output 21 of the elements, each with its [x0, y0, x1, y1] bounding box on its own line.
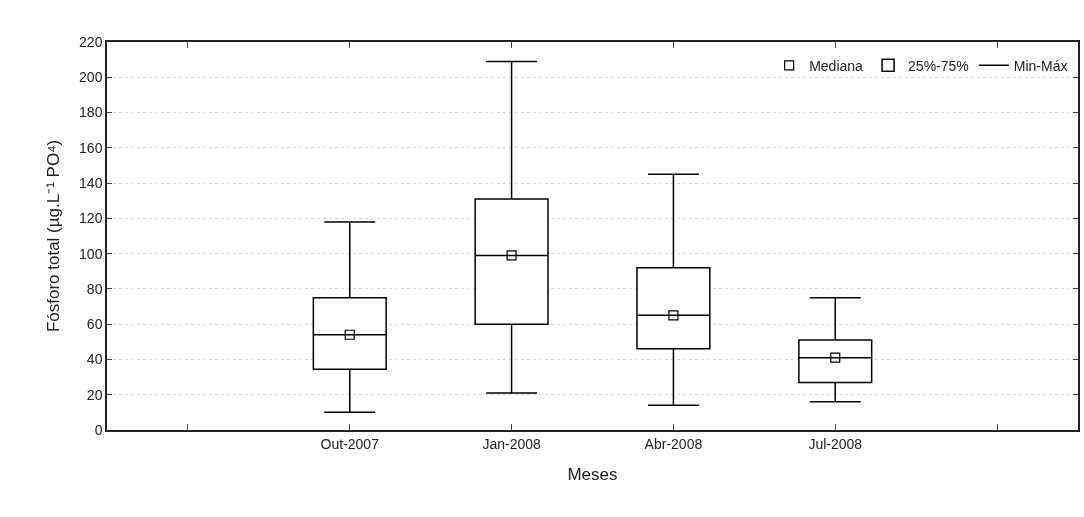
y-axis-title: Fósforo total (µg.L⁻¹ PO⁴) — [44, 139, 64, 333]
y-tick-label: 140 — [79, 174, 103, 191]
x-tick-label: Out-2007 — [320, 435, 380, 452]
x-tick-label: Jan-2008 — [482, 435, 541, 452]
y-tick-label: 60 — [86, 316, 103, 333]
y-tick-label: 120 — [79, 210, 103, 227]
y-tick-label: 20 — [86, 386, 103, 403]
y-tick-label: 0 — [94, 421, 103, 438]
legend-label: 25%-75% — [908, 57, 969, 74]
legend-label: Min-Máx — [1013, 57, 1068, 74]
y-tick-label: 100 — [79, 245, 103, 262]
y-tick-label: 40 — [86, 351, 103, 368]
legend-label: Mediana — [809, 57, 864, 74]
x-axis-title: Meses — [567, 465, 618, 485]
y-tick-label: 220 — [79, 33, 103, 50]
y-tick-label: 160 — [79, 139, 103, 156]
y-tick-label: 200 — [79, 69, 103, 86]
x-tick-label: Jul-2008 — [808, 435, 863, 452]
x-tick-label: Abr-2008 — [644, 435, 703, 452]
y-tick-label: 180 — [79, 104, 103, 121]
y-tick-label: 80 — [86, 280, 103, 297]
